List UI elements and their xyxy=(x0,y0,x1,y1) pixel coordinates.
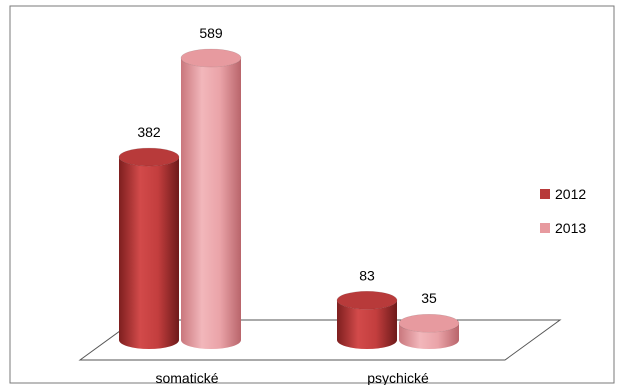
category-label-psychicke: psychické xyxy=(367,370,429,385)
bar-top-somatick-2012 xyxy=(118,147,180,167)
bar-top-psychick-2012 xyxy=(336,290,398,310)
data-labels-layer: 382 589 83 35 xyxy=(137,25,437,306)
bar-top-psychick-2013 xyxy=(398,313,460,333)
category-label-somaticke: somatické xyxy=(155,370,218,385)
data-label-psychick-2012: 83 xyxy=(359,267,375,283)
bars-layer xyxy=(118,48,460,349)
legend-swatch-2012 xyxy=(540,189,550,199)
bar-somatick-2013 xyxy=(180,48,242,349)
legend-label-2012: 2012 xyxy=(555,186,586,202)
data-label-somatick-2013: 589 xyxy=(199,25,223,41)
bar-top-somatick-2013 xyxy=(180,48,242,68)
category-labels: somatické psychické xyxy=(155,370,429,386)
data-label-somatick-2012: 382 xyxy=(137,124,161,140)
legend-label-2013: 2013 xyxy=(555,220,586,236)
bar-body-psychick-2013 xyxy=(399,323,459,349)
bar-psychick-2013 xyxy=(398,313,460,349)
legend: 2012 2013 xyxy=(540,186,586,236)
bar-body-somatick-2012 xyxy=(119,157,180,349)
bar-somatick-2012 xyxy=(118,147,180,349)
bar-body-somatick-2013 xyxy=(181,58,241,349)
data-label-psychick-2013: 35 xyxy=(421,290,437,306)
bar-body-psychick-2012 xyxy=(337,300,397,349)
legend-swatch-2013 xyxy=(540,223,550,233)
bar-psychick-2012 xyxy=(336,290,398,349)
